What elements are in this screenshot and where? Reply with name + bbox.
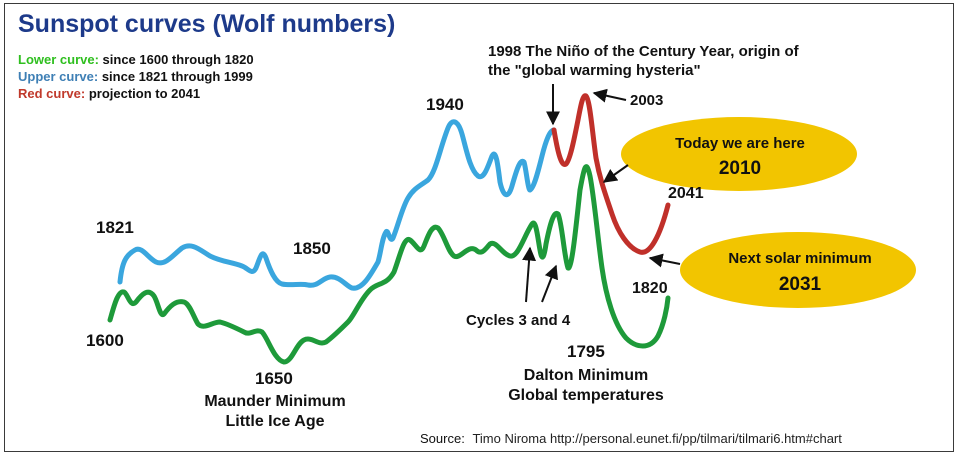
min-arrow xyxy=(648,253,681,268)
label-1795: 1795 xyxy=(567,342,605,361)
today-ellipse xyxy=(621,117,857,191)
label-1821: 1821 xyxy=(96,218,134,237)
dalton-label-2: Global temperatures xyxy=(508,387,664,404)
today-arrow xyxy=(602,164,629,183)
label-1820: 1820 xyxy=(632,280,668,297)
nino-label-1: 1998 The Niño of the Century Year, origi… xyxy=(488,43,800,60)
a2003-arrow xyxy=(592,88,627,103)
today-year: 2010 xyxy=(719,158,761,179)
dalton-label-1: Dalton Minimum xyxy=(524,367,648,384)
maunder-label-1: Maunder Minimum xyxy=(204,393,345,410)
today-label: Today we are here xyxy=(675,135,805,152)
label-2003: 2003 xyxy=(630,92,663,109)
maunder-label-2: Little Ice Age xyxy=(226,413,325,430)
lower-curve xyxy=(107,164,671,365)
cycles-arrow-1 xyxy=(522,246,537,303)
legend-upper-text: since 1821 through 1999 xyxy=(101,69,253,84)
legend-red-text: projection to 2041 xyxy=(88,86,201,101)
minimum-label: Next solar minimum xyxy=(728,250,871,267)
label-1850: 1850 xyxy=(293,239,331,258)
legend-red: Red curve: projection to 2041 xyxy=(18,86,200,101)
chart-title: Sunspot curves (Wolf numbers) xyxy=(18,10,396,38)
cycles-arrow-2 xyxy=(541,264,558,303)
legend-upper: Upper curve: since 1821 through 1999 xyxy=(18,69,253,84)
red-curve xyxy=(551,93,671,255)
minimum-year: 2031 xyxy=(779,274,822,295)
legend-lower-key: Lower curve: xyxy=(18,52,99,67)
source-credit: Source: Timo Niroma http://personal.eune… xyxy=(420,431,842,446)
legend-lower-text: since 1600 through 1820 xyxy=(102,52,254,67)
legend-upper-key: Upper curve: xyxy=(18,69,99,84)
nino-label-2: the "global warming hysteria" xyxy=(488,62,701,79)
label-1940: 1940 xyxy=(426,95,464,114)
chart-frame xyxy=(4,3,954,452)
cycles-label: Cycles 3 and 4 xyxy=(466,312,571,329)
label-1600: 1600 xyxy=(86,331,124,350)
upper-curve xyxy=(117,119,557,291)
label-1650: 1650 xyxy=(255,369,293,388)
label-2041: 2041 xyxy=(668,185,704,202)
legend-red-key: Red curve: xyxy=(18,86,86,101)
minimum-ellipse xyxy=(680,232,916,308)
source-key: Source: xyxy=(420,431,465,446)
source-text: Timo Niroma http://personal.eunet.fi/pp/… xyxy=(472,431,842,446)
legend-lower: Lower curve: since 1600 through 1820 xyxy=(18,52,254,67)
